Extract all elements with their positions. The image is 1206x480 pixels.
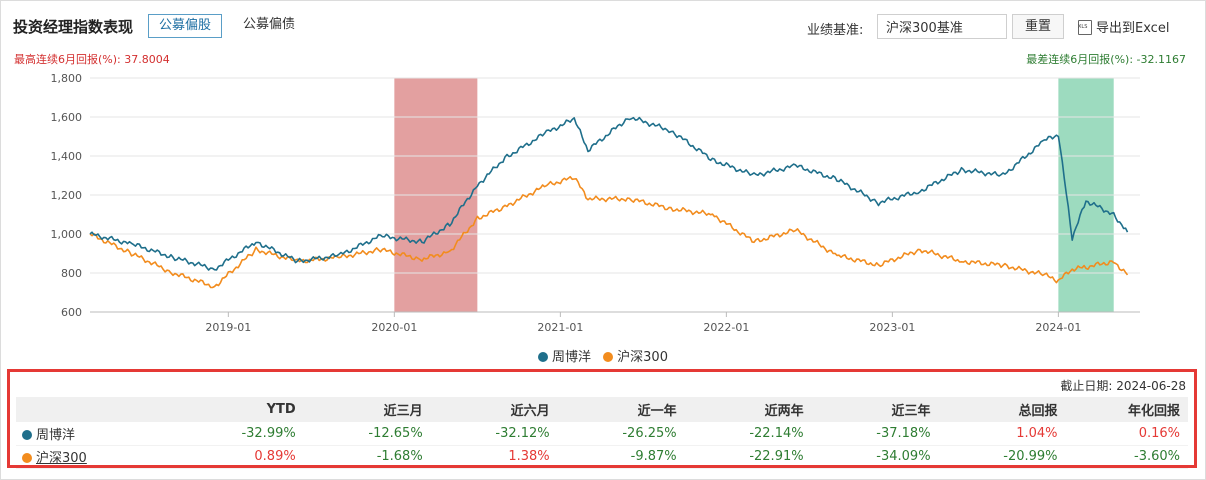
return-cell: -22.91% <box>684 445 812 469</box>
header-name <box>16 397 177 422</box>
xls-file-icon <box>1078 20 1092 35</box>
x-tick-label: 2023-01 <box>869 321 915 334</box>
table-row: 周博洋 -32.99% -12.65% -32.12% -26.25% -22.14% -3… <box>16 422 1188 446</box>
best-6m-return: 最高连续6月回报(%): 37.8004 <box>14 53 170 66</box>
x-tick-label: 2019-01 <box>205 321 251 334</box>
header-bar: 投资经理指数表现 公募偏股 公募偏债 业绩基准: 重置 导出到Excel <box>0 0 1206 46</box>
header-1y: 近一年 <box>557 397 685 422</box>
return-cell: -22.14% <box>684 422 812 446</box>
export-excel-button[interactable]: 导出到Excel <box>1078 17 1169 36</box>
return-cell: -32.99% <box>176 422 304 446</box>
return-cell: -37.18% <box>811 422 939 446</box>
x-tick-label: 2024-01 <box>1035 321 1081 334</box>
y-tick-label: 1,200 <box>51 189 83 202</box>
return-cell: -12.65% <box>303 422 431 446</box>
table-header-row: YTD 近三月 近六月 近一年 近两年 近三年 总回报 年化回报 <box>16 397 1188 422</box>
x-tick-label: 2020-01 <box>371 321 417 334</box>
header-ytd: YTD <box>176 397 304 422</box>
x-tick-label: 2022-01 <box>703 321 749 334</box>
return-cell: -3.60% <box>1065 445 1188 469</box>
header-total: 总回报 <box>938 397 1066 422</box>
legend-dot-index <box>603 352 614 362</box>
benchmark-link[interactable]: 沪深300 <box>36 451 87 466</box>
return-cell: 0.89% <box>176 445 304 469</box>
legend-dot-manager <box>538 352 548 362</box>
return-cell: 1.04% <box>938 422 1066 446</box>
returns-table: YTD 近三月 近六月 近一年 近两年 近三年 总回报 年化回报 周博洋 -32.… <box>16 397 1188 469</box>
return-cell: 0.16% <box>1065 422 1188 446</box>
index-performance-chart: 600 800 1,000 1,200 1,400 1,600 1,800 2019-01 20… <box>51 72 1140 334</box>
row-name-label: 周博洋 <box>36 427 76 443</box>
return-cell: -1.68% <box>303 445 431 469</box>
y-tick-label: 600 <box>61 306 82 319</box>
as-of-date: 截止日期: 2024-06-28 <box>1060 379 1186 393</box>
page-title: 投资经理指数表现 <box>13 18 134 36</box>
tab-equity-funds[interactable]: 公募偏股 <box>148 14 223 38</box>
legend-label-manager: 周博洋 <box>552 350 592 365</box>
tab-bond-funds[interactable]: 公募偏债 <box>243 17 296 32</box>
reset-button[interactable]: 重置 <box>1012 14 1064 39</box>
return-cell: -26.25% <box>557 422 685 446</box>
y-tick-label: 800 <box>61 267 82 280</box>
legend-item-index[interactable]: 沪深300 <box>603 346 668 365</box>
legend-label-index: 沪深300 <box>617 350 668 365</box>
chart-legend: 周博洋 沪深300 <box>0 346 1206 365</box>
series-dot-icon <box>22 429 32 440</box>
header-3m: 近三月 <box>303 397 431 422</box>
returns-table-panel: 截止日期: 2024-06-28 YTD 近三月 近六月 近一年 近两年 近三年… <box>7 369 1197 469</box>
y-tick-label: 1,800 <box>51 72 83 85</box>
header-6m: 近六月 <box>430 397 558 422</box>
worst-6m-return: 最差连续6月回报(%): -32.1167 <box>1026 53 1186 66</box>
row-name-cell[interactable]: 沪深300 <box>16 445 177 469</box>
legend-item-manager[interactable]: 周博洋 <box>538 346 591 365</box>
row-name-cell: 周博洋 <box>16 422 177 446</box>
y-tick-label: 1,000 <box>51 228 83 241</box>
x-tick-label: 2021-01 <box>537 321 583 334</box>
benchmark-input[interactable] <box>877 14 1007 39</box>
series-line-manager <box>89 116 1129 271</box>
table-row: 沪深300 0.89% -1.68% 1.38% -9.87% -22.91% -34.09… <box>16 445 1188 469</box>
y-tick-label: 1,600 <box>51 111 83 124</box>
return-cell: -34.09% <box>811 445 939 469</box>
benchmark-label: 业绩基准: <box>807 23 864 38</box>
y-tick-label: 1,400 <box>51 150 83 163</box>
return-cell: -20.99% <box>938 445 1066 469</box>
export-label: 导出到Excel <box>1096 21 1170 36</box>
return-cell: -9.87% <box>557 445 685 469</box>
header-2y: 近两年 <box>684 397 812 422</box>
header-3y: 近三年 <box>811 397 939 422</box>
header-annualized: 年化回报 <box>1065 397 1188 422</box>
series-dot-icon <box>22 453 32 463</box>
series-line-index <box>89 175 1129 289</box>
return-cell: 1.38% <box>430 445 558 469</box>
return-cell: -32.12% <box>430 422 558 446</box>
